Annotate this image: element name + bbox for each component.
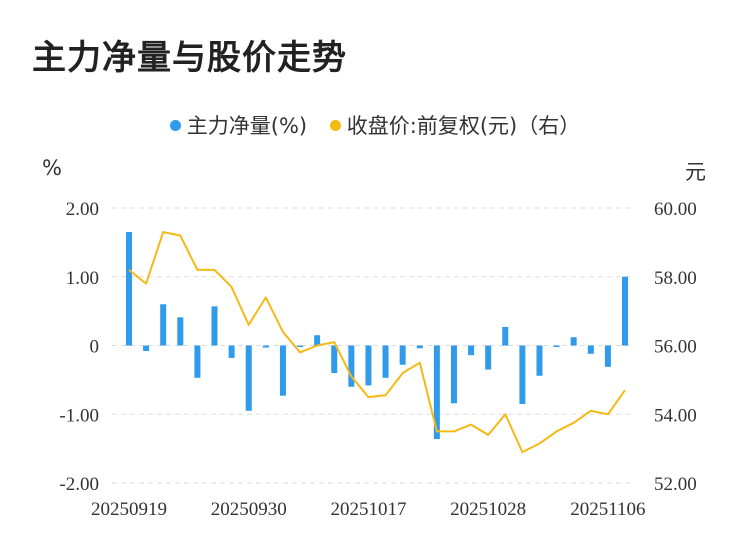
net-bar [365, 345, 372, 386]
net-bar [399, 345, 406, 365]
net-bar [553, 345, 560, 347]
y-right-tick-label: 54.00 [654, 405, 697, 426]
y-left-tick-label: 2.00 [66, 199, 99, 220]
x-tick-label: 20250930 [211, 499, 287, 520]
net-bar [314, 335, 321, 346]
y-left-tick-label: -2.00 [59, 474, 99, 495]
x-tick-label: 20251106 [570, 499, 645, 520]
y-right-tick-label: 60.00 [654, 199, 697, 220]
net-bar [433, 345, 440, 439]
left-axis-unit: % [42, 156, 62, 180]
net-bar [262, 345, 269, 348]
y-left-tick-label: 1.00 [66, 268, 99, 289]
y-right-tick-label: 58.00 [654, 268, 697, 289]
legend-label-price: 收盘价:前复权(元)（右） [346, 114, 581, 138]
net-bar [177, 317, 184, 346]
right-axis-unit: 元 [685, 160, 706, 184]
x-tick-label: 20251017 [330, 499, 406, 520]
net-bar [245, 345, 252, 411]
net-bar [622, 276, 628, 346]
net-bar [297, 345, 304, 347]
y-left-tick-label: 0 [90, 337, 100, 358]
price-line [128, 231, 626, 454]
x-tick-label: 20250919 [91, 499, 167, 520]
net-bar [143, 345, 150, 351]
legend-item-price[interactable]: 收盘价:前复权(元)（右） [329, 110, 581, 140]
net-bar [450, 345, 457, 404]
y-right-tick-label: 56.00 [654, 337, 697, 358]
y-left-tick-label: -1.00 [59, 405, 99, 426]
net-bar [604, 345, 611, 367]
net-bar [468, 345, 475, 356]
legend-dot-net [169, 119, 181, 131]
net-bar [160, 304, 167, 346]
net-bar [331, 345, 338, 373]
net-bar [416, 345, 423, 349]
net-bar [348, 345, 355, 387]
net-bar [536, 345, 543, 376]
chart-title: 主力净量与股价走势 [32, 38, 347, 78]
net-bar [279, 345, 286, 396]
net-bar [211, 306, 218, 346]
legend: 主力净量(%) 收盘价:前复权(元)（右） [0, 110, 750, 140]
net-bar [587, 345, 594, 354]
x-tick-label: 20251028 [450, 499, 526, 520]
net-bar [382, 345, 389, 378]
net-bar [519, 345, 526, 404]
net-bar [570, 337, 577, 346]
y-right-tick-label: 52.00 [654, 474, 697, 495]
net-bar [485, 345, 492, 370]
net-bar [126, 232, 132, 346]
legend-dot-price [329, 119, 341, 131]
legend-item-net[interactable]: 主力净量(%) [169, 110, 308, 140]
net-bar [228, 345, 235, 358]
legend-label-net: 主力净量(%) [186, 114, 308, 138]
net-bar [502, 326, 509, 346]
net-bar [194, 345, 201, 378]
